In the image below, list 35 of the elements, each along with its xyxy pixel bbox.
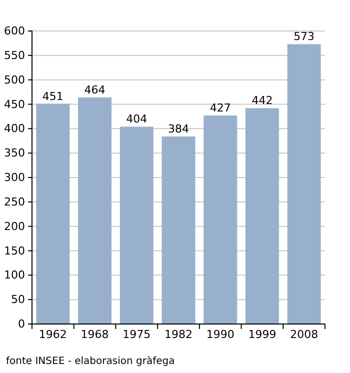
y-tick-label: 0: [18, 318, 25, 331]
y-tick-label: 400: [4, 122, 25, 136]
bar: [78, 97, 112, 324]
bar: [287, 44, 321, 324]
y-tick-label: 300: [4, 171, 25, 184]
y-tick-label: 250: [4, 195, 25, 208]
y-tick-label: 100: [4, 268, 25, 282]
data-label: 451: [42, 90, 64, 103]
y-tick-label: 600: [4, 24, 25, 38]
bar: [120, 126, 154, 324]
x-tick-label: 1999: [248, 328, 276, 341]
y-tick-label: 500: [4, 73, 25, 86]
bar: [245, 108, 279, 324]
data-label: 464: [84, 83, 106, 96]
y-tick-label: 550: [4, 48, 25, 62]
y-tick-label: 150: [4, 244, 25, 258]
y-tick-label: 50: [11, 293, 25, 306]
x-tick-label: 2008: [290, 328, 318, 341]
y-tick-label: 200: [4, 220, 25, 233]
data-label: 404: [126, 112, 148, 126]
bar: [162, 136, 196, 324]
data-label: 573: [294, 30, 315, 44]
source-note: fonte INSEE - elaborasion gràfega: [6, 356, 175, 367]
x-tick-label: 1975: [122, 328, 151, 341]
y-tick-label: 350: [4, 146, 25, 160]
bar: [204, 115, 238, 324]
y-tick-label: 450: [4, 98, 25, 111]
data-label: 384: [168, 122, 189, 136]
x-tick-label: 1968: [80, 328, 109, 341]
x-tick-label: 1990: [206, 328, 234, 341]
data-label: 427: [210, 101, 231, 114]
data-label: 442: [252, 94, 273, 108]
x-tick-label: 1982: [164, 328, 192, 341]
bar: [36, 104, 70, 324]
x-tick-label: 1962: [38, 328, 67, 341]
